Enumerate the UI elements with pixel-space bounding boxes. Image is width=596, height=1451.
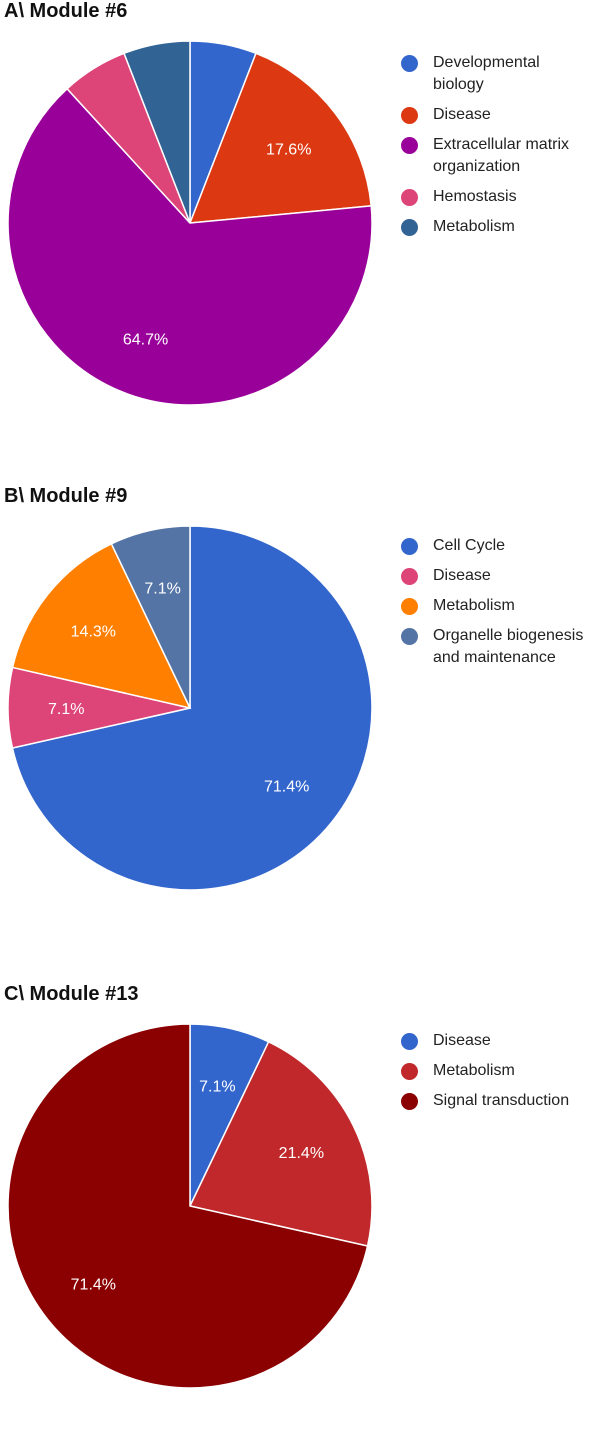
legend-swatch-icon (401, 137, 418, 154)
legend-label: Metabolism (433, 597, 515, 614)
legend-item: Metabolism (401, 1060, 591, 1082)
legend-label: Disease (433, 567, 491, 584)
legend-swatch-icon (401, 598, 418, 615)
legend-label: Hemostasis (433, 188, 517, 205)
legend: Cell Cycle Disease Metabolism Organelle bio… (401, 535, 591, 677)
pie-slice-organelle-biogenesis-and-maintenance (110, 525, 191, 709)
panel-module-9: B\ Module #9 71.4% 7.1% 14.3% 7.1% Cell Cyc… (0, 485, 596, 953)
pie-slice-cell-cycle (11, 525, 373, 891)
pie-chart: 71.4% 7.1% 14.3% 7.1% (7, 525, 373, 891)
legend-swatch-icon (401, 55, 418, 72)
pie-slice-metabolism (11, 542, 192, 710)
slice-data-label: 21.4% (279, 1145, 324, 1162)
legend-swatch-icon (401, 1063, 418, 1080)
slice-data-label: 71.4% (264, 778, 309, 795)
chart-title: A\ Module #6 (4, 0, 128, 22)
legend-swatch-icon (401, 189, 418, 206)
legend: Developmental biology Disease Extracellula… (401, 52, 591, 246)
legend-label: Disease (433, 1032, 491, 1049)
legend-item: Hemostasis (401, 186, 591, 208)
pie-slice-extracellular-matrix-organization (7, 87, 373, 406)
pie-slice-signal-transduction (7, 1023, 369, 1389)
pie-slice-metabolism (188, 1040, 373, 1247)
legend-swatch-icon (401, 568, 418, 585)
panel-module-6: A\ Module #6 17.6% 64.7% Developmental bi… (0, 0, 596, 468)
slice-data-label: 7.1% (48, 701, 84, 718)
legend-item: Disease (401, 565, 591, 587)
slice-data-label: 71.4% (71, 1276, 116, 1293)
slice-data-label: 17.6% (266, 141, 311, 158)
legend-label: Extracellular matrix organization (433, 136, 570, 175)
slice-data-label: 64.7% (123, 331, 168, 348)
pie-slice-metabolism (123, 40, 191, 224)
legend-swatch-icon (401, 1093, 418, 1110)
legend-item: Organelle biogenesis and maintenance (401, 625, 591, 669)
legend-swatch-icon (401, 538, 418, 555)
legend-swatch-icon (401, 107, 418, 124)
pie-chart: 7.1% 21.4% 71.4% (7, 1023, 373, 1389)
legend-label: Developmental biology (433, 54, 540, 93)
legend-item: Cell Cycle (401, 535, 591, 557)
chart-title: B\ Module #9 (4, 485, 128, 507)
legend-label: Signal transduction (433, 1092, 570, 1109)
legend-item: Extracellular matrix organization (401, 134, 591, 178)
legend-swatch-icon (401, 628, 418, 645)
legend-swatch-icon (401, 219, 418, 236)
legend-item: Disease (401, 1030, 591, 1052)
legend-item: Disease (401, 104, 591, 126)
slice-data-label: 7.1% (199, 1078, 235, 1095)
pie-slice-disease (188, 52, 373, 224)
legend-item: Metabolism (401, 216, 591, 238)
legend-label: Disease (433, 106, 491, 123)
slice-data-label: 14.3% (71, 624, 116, 641)
panel-module-13: C\ Module #13 7.1% 21.4% 71.4% Disease Meta… (0, 983, 596, 1451)
pie-chart: 17.6% 64.7% (7, 40, 373, 406)
legend: Disease Metabolism Signal transduction (401, 1030, 591, 1120)
legend-item: Signal transduction (401, 1090, 591, 1112)
legend-item: Developmental biology (401, 52, 591, 96)
legend-label: Metabolism (433, 1062, 515, 1079)
chart-title: C\ Module #13 (4, 983, 139, 1005)
legend-label: Cell Cycle (433, 537, 506, 554)
legend-label: Metabolism (433, 218, 515, 235)
legend-swatch-icon (401, 1033, 418, 1050)
legend-label: Organelle biogenesis and maintenance (433, 627, 584, 666)
slice-data-label: 7.1% (144, 580, 180, 597)
legend-item: Metabolism (401, 595, 591, 617)
